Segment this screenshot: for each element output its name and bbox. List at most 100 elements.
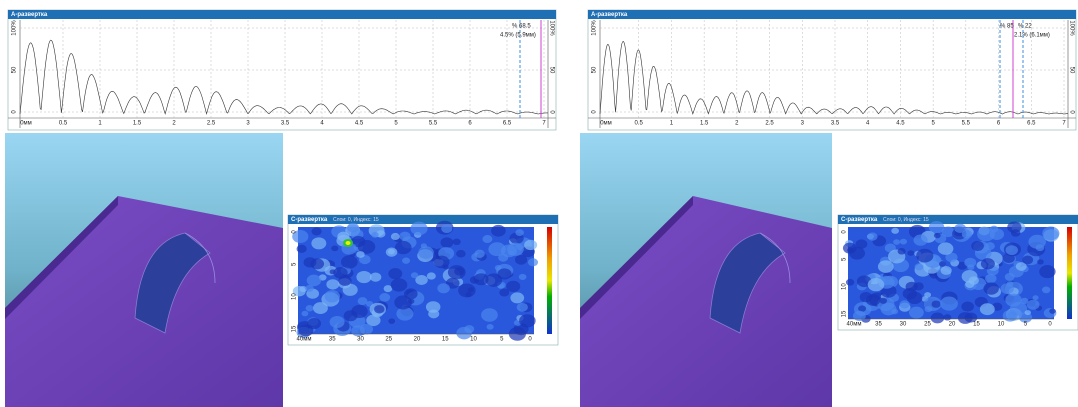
y-label: 100% — [1068, 20, 1074, 36]
c-scan-cell — [360, 324, 373, 335]
c-scan-cell — [909, 307, 924, 319]
y-label: 50 — [1068, 67, 1074, 74]
c-scan-cell — [985, 274, 996, 283]
x-label: 3.5 — [831, 121, 840, 127]
c-scan-cell — [1025, 310, 1031, 315]
c-scan-cell — [379, 293, 390, 302]
c-scan-cell — [891, 228, 899, 234]
c-scan-cell — [962, 230, 973, 238]
c-scan-cell — [524, 240, 537, 250]
c-scan-cell — [394, 295, 412, 309]
c-scan-cell — [441, 224, 452, 233]
c-scan-cell — [900, 239, 907, 245]
x-label: 15 — [973, 322, 980, 328]
c-scan-cell — [1042, 226, 1059, 240]
c-scan-cell — [421, 243, 427, 248]
c-scan-cell — [324, 290, 340, 302]
c-scan-cell — [474, 250, 484, 258]
c-scan-cell — [391, 233, 400, 240]
c-scan-cell — [402, 257, 410, 263]
c-scan-cell — [491, 225, 506, 237]
c-scan-cell — [426, 301, 441, 313]
c-scan-cell — [448, 265, 466, 279]
c-scan-cell — [932, 300, 941, 307]
c-scan-cell — [306, 305, 314, 311]
c-scan-cell — [893, 239, 900, 245]
c-scan-cell — [853, 311, 866, 321]
c-scan-cell — [990, 226, 999, 233]
gate-label: 2.1% (6.1мм) — [1014, 33, 1050, 39]
c-scan-cell — [515, 255, 527, 265]
c-scan-cell — [515, 229, 524, 236]
c-scan-cell — [941, 266, 952, 275]
c-scan-cell — [860, 292, 873, 302]
c-scan-cell — [940, 296, 958, 310]
c-scan-cell — [468, 287, 474, 292]
y-label: 100% — [12, 20, 18, 36]
x-label: 6.5 — [503, 121, 512, 127]
x-label: 35 — [875, 322, 882, 328]
x-label: 6.5 — [1027, 121, 1036, 127]
c-scan-cell — [344, 310, 358, 321]
c-scan-cell — [371, 232, 378, 238]
c-scan-cell — [843, 243, 857, 254]
c-scan-cell — [1049, 308, 1056, 313]
x-label: 35 — [329, 337, 336, 343]
gate-label: % 85 — [1000, 24, 1014, 30]
gate-label: % 22 — [1018, 24, 1032, 30]
panel-title: A-развертка — [591, 12, 628, 18]
x-label: 15 — [442, 337, 449, 343]
c-scan-cell — [878, 260, 894, 273]
x-label: 25 — [924, 322, 931, 328]
x-label: 1.5 — [133, 121, 142, 127]
screenshot: A-развертка100%100%5050000мм0.511.522.53… — [0, 0, 1078, 407]
x-label: 2.5 — [765, 121, 774, 127]
c-scan-cell — [1036, 244, 1045, 251]
c-scan-cell — [938, 242, 954, 254]
c-scan-cell — [370, 273, 381, 282]
x-label: 4.5 — [896, 121, 905, 127]
title-bar — [588, 10, 1076, 19]
y-label: 10 — [292, 293, 298, 300]
c-scan-cell — [983, 282, 998, 294]
y-label: 50 — [592, 66, 598, 73]
x-label: 25 — [385, 337, 392, 343]
gate-label: % 68.5 — [512, 24, 531, 30]
c-scan-cell — [1005, 293, 1021, 306]
c-scan-cell — [1042, 287, 1050, 294]
x-label: 0мм — [600, 121, 612, 127]
c-scan-cell — [418, 246, 434, 259]
c-scan-cell — [528, 258, 538, 266]
c-scan-cell — [356, 271, 371, 283]
panel-subtitle: Слои: 0, Индекс: 15 — [883, 217, 929, 223]
c-scan-cell — [519, 274, 527, 280]
c-scan-cell — [1027, 300, 1040, 310]
x-label: 5.5 — [962, 121, 971, 127]
c-scan-cell — [410, 222, 427, 236]
c-scan-cell — [510, 292, 524, 303]
c-scan-cell — [481, 308, 498, 321]
c-scan-cell — [440, 237, 453, 247]
c-scan-cell — [906, 282, 918, 292]
x-label: 0.5 — [635, 121, 644, 127]
x-label: 20 — [414, 337, 421, 343]
c-scan-cell — [898, 248, 906, 254]
x-label: 40мм — [297, 337, 312, 343]
c-scan-cell — [485, 273, 502, 286]
c-scan-cell — [1007, 221, 1021, 232]
c-scan-cell — [1039, 265, 1055, 278]
c-scan-cell — [914, 234, 928, 245]
c-scan-cell — [1021, 298, 1029, 304]
c-scan-cell — [900, 300, 910, 308]
c-scan-cell — [395, 241, 412, 254]
c-scan-cell — [1022, 256, 1033, 265]
c-scan-cell — [307, 318, 321, 329]
c-scan-cell — [356, 251, 364, 258]
c-scan-cell — [498, 254, 508, 262]
c-scan-cell — [341, 255, 358, 268]
c-scan-cell — [868, 278, 885, 291]
c-scan-cell — [925, 306, 933, 312]
y-label: 15 — [292, 325, 298, 332]
c-scan-cell — [437, 283, 450, 293]
